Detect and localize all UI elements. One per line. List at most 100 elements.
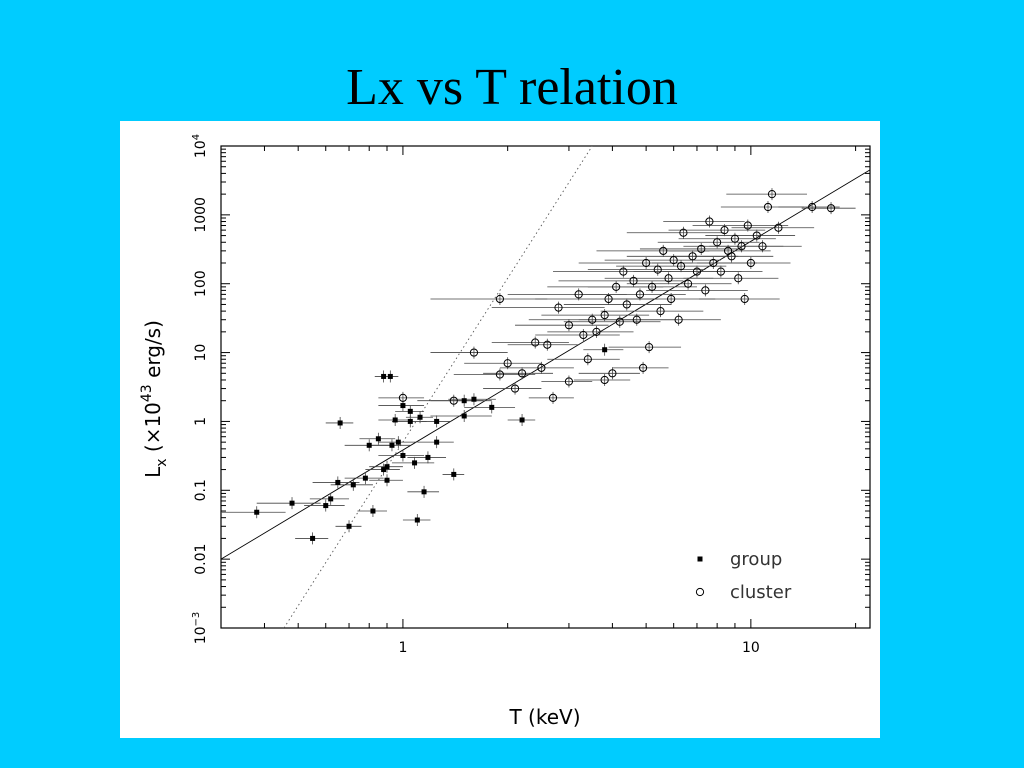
solid-fit-line <box>221 169 870 560</box>
cluster-point <box>664 274 673 283</box>
cluster-point <box>667 294 676 304</box>
legend-marker-cluster <box>695 587 705 597</box>
cluster-point <box>604 294 613 304</box>
cluster-point <box>716 267 725 276</box>
y-tick-label: 0.01 <box>193 544 209 575</box>
cluster-point <box>600 311 609 320</box>
cluster-point <box>676 262 686 271</box>
group-point <box>335 479 341 485</box>
cluster-point <box>449 396 458 405</box>
cluster-point <box>645 343 654 352</box>
group-point <box>421 489 427 495</box>
scatter-plot: 1 10 10−3 0.01 0.1 1 10 100 1000 104 group cluster… <box>139 134 871 729</box>
cluster-point <box>709 258 718 268</box>
cluster-point <box>752 231 761 240</box>
cluster-point <box>647 282 657 291</box>
group-point <box>362 475 368 481</box>
cluster-point <box>638 363 648 372</box>
y-tick-label: 1 <box>193 417 209 426</box>
cluster-point <box>495 370 505 379</box>
group-point <box>366 442 372 448</box>
group-point <box>519 417 525 423</box>
group-point <box>346 523 352 529</box>
group-point <box>387 373 393 379</box>
cluster-point <box>629 276 638 285</box>
cluster-point <box>740 294 749 304</box>
group-point <box>384 477 390 483</box>
group-point <box>400 453 406 459</box>
cluster-point <box>774 223 783 232</box>
cluster-point <box>543 340 552 349</box>
group-point <box>384 464 390 470</box>
cluster-point <box>510 384 520 393</box>
group-point <box>407 408 413 414</box>
group-point <box>381 373 387 379</box>
group-point <box>328 496 334 502</box>
group-point <box>392 417 398 423</box>
group-point <box>370 508 376 514</box>
y-axis-title-text: Lx (×1043 erg/s) <box>139 320 170 478</box>
group-point <box>389 442 395 448</box>
legend-label-cluster: cluster <box>730 582 792 603</box>
y-tick-label-exponent: 4 <box>191 134 202 140</box>
group-point <box>451 471 457 477</box>
cluster-point <box>564 321 574 330</box>
cluster-point <box>737 242 746 251</box>
cluster-point <box>720 226 729 235</box>
y-tick-label: 1000 <box>193 197 209 233</box>
cluster-point <box>669 256 678 265</box>
plot-frame <box>220 145 871 629</box>
cluster-point <box>743 221 752 230</box>
cluster-point <box>588 315 597 324</box>
y-tick-label: 10 <box>193 344 209 362</box>
legend: group cluster <box>695 549 792 603</box>
cluster-point <box>659 246 668 255</box>
cluster-point <box>583 355 592 364</box>
data-points <box>254 190 836 541</box>
cluster-point <box>554 303 563 312</box>
cluster-point <box>574 290 583 299</box>
group-point <box>254 509 260 515</box>
cluster-point <box>683 279 693 288</box>
cluster-point <box>608 369 617 378</box>
group-point <box>602 347 608 353</box>
group-point <box>461 398 467 404</box>
legend-marker-group <box>697 556 703 562</box>
cluster-point <box>705 217 714 226</box>
y-tick-label: 0.1 <box>193 479 209 501</box>
x-tick-label: 1 <box>398 640 407 656</box>
cluster-point <box>619 267 628 276</box>
cluster-point <box>727 252 736 261</box>
y-tick-label: 10−3 <box>191 612 209 645</box>
cluster-point <box>592 327 601 336</box>
group-point <box>414 517 420 523</box>
cluster-point <box>398 393 408 402</box>
cluster-point <box>656 307 665 316</box>
cluster-point <box>808 202 817 212</box>
cluster-point <box>615 317 624 326</box>
cluster-point <box>469 348 479 357</box>
slide-title: Lx vs T relation <box>346 59 678 116</box>
cluster-point <box>688 252 697 261</box>
cluster-point <box>674 315 683 324</box>
group-point <box>434 439 440 445</box>
group-point <box>412 460 418 466</box>
cluster-point <box>548 393 558 402</box>
cluster-point <box>600 375 609 385</box>
cluster-point <box>826 204 836 213</box>
legend-label-group: group <box>730 549 782 570</box>
cluster-point <box>495 294 505 304</box>
group-point <box>289 500 295 506</box>
group-point <box>489 404 495 410</box>
cluster-point <box>531 338 540 347</box>
y-tick-label-exponent: −3 <box>191 612 202 627</box>
cluster-point <box>612 282 621 291</box>
cluster-point <box>653 265 662 274</box>
group-point <box>400 403 406 409</box>
cluster-point <box>713 238 722 247</box>
group-point <box>381 467 387 473</box>
dotted-fit-line <box>283 146 593 628</box>
x-axis-title: T (keV) <box>508 705 580 729</box>
group-point <box>471 396 477 402</box>
y-tick-label: 104 <box>191 134 209 158</box>
